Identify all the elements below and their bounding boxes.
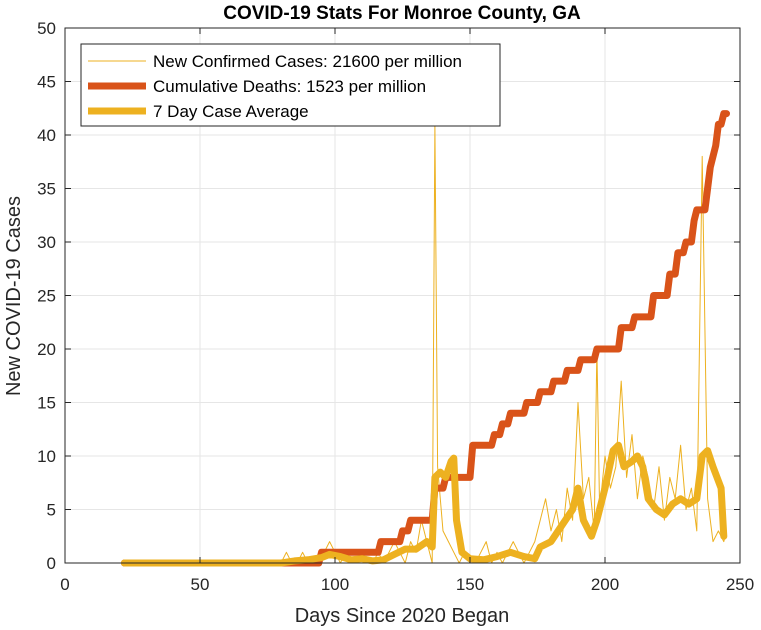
y-tick-label: 35: [37, 180, 56, 199]
y-tick-label: 10: [37, 447, 56, 466]
legend-box: [80, 43, 501, 127]
y-tick-label: 30: [37, 233, 56, 252]
y-tick-label: 25: [37, 287, 56, 306]
chart-title: COVID-19 Stats For Monroe County, GA: [223, 3, 581, 24]
x-tick-label: 250: [726, 575, 754, 594]
x-tick-label: 150: [456, 575, 484, 594]
x-tick-label: 100: [321, 575, 349, 594]
legend-label-7-day-average: 7 Day Case Average: [153, 102, 309, 121]
x-axis-label: Days Since 2020 Began: [295, 605, 510, 627]
x-tick-label: 200: [591, 575, 619, 594]
y-tick-label: 0: [47, 554, 56, 573]
series-line-7-day-average: [120, 441, 728, 567]
y-tick-label: 40: [37, 126, 56, 145]
y-axis-label: New COVID-19 Cases: [3, 196, 25, 396]
x-tick-label: 50: [191, 575, 210, 594]
y-tick-label: 45: [37, 73, 56, 92]
legend-label-cumulative-deaths: Cumulative Deaths: 1523 per million: [153, 77, 426, 96]
ticks: 0 50 100 150 200 250 0 5 10 15 20 25 30 35 40 45 50: [37, 19, 754, 594]
y-tick-label: 20: [37, 340, 56, 359]
legend-label-new-cases: New Confirmed Cases: 21600 per million: [153, 52, 462, 71]
y-tick-label: 50: [37, 19, 56, 38]
y-tick-label: 15: [37, 394, 56, 413]
x-tick-label: 0: [60, 575, 69, 594]
y-tick-label: 5: [47, 501, 56, 520]
legend: New Confirmed Cases: 21600 per million C…: [80, 43, 501, 127]
